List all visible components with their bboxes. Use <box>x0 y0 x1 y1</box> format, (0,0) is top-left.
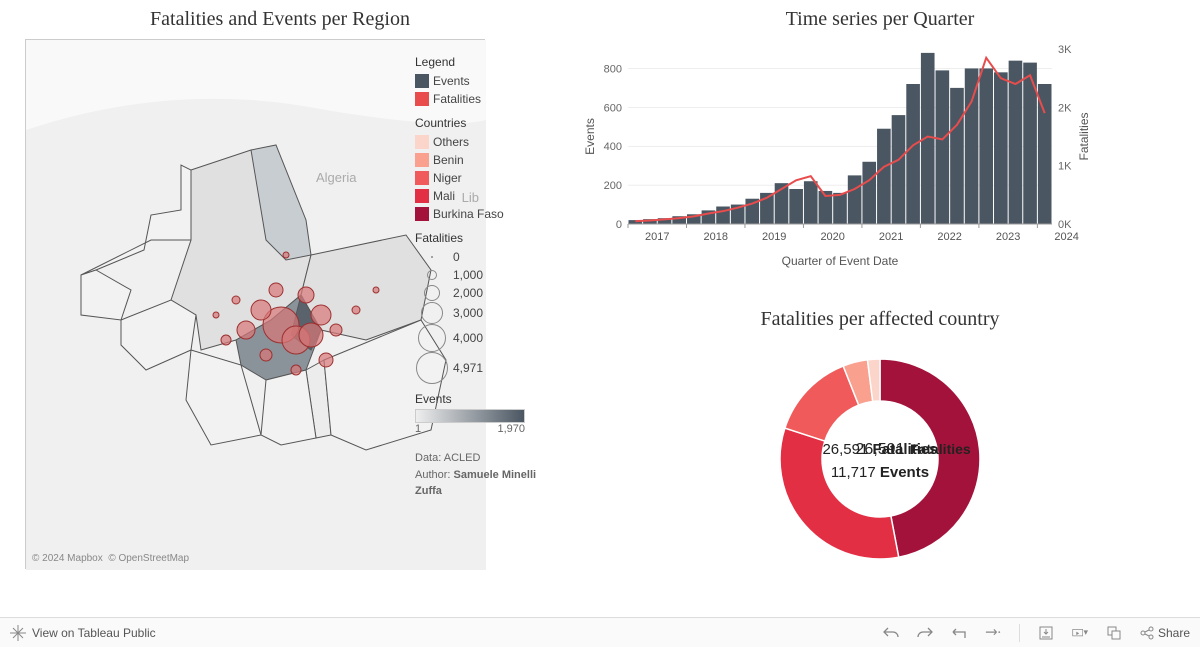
legend-size-item: 1,000 <box>415 266 545 284</box>
legend-size-item: 4,000 <box>415 324 545 352</box>
legend-item[interactable]: Events <box>415 72 545 90</box>
tableau-logo-icon[interactable] <box>10 625 26 641</box>
legend-size-item: 4,971 <box>415 352 545 384</box>
legend-size-item: 3,000 <box>415 302 545 324</box>
svg-text:11,717 Events: 11,717 Events <box>831 464 929 481</box>
legend-item[interactable]: Fatalities <box>415 90 545 108</box>
algeria-label: Algeria <box>316 170 356 185</box>
legend-country-item[interactable]: Mali <box>415 187 545 205</box>
countries-heading: Countries <box>415 116 545 130</box>
donut-chart[interactable]: 26,591Fatalities26,591 Fatalities11,717 … <box>580 339 1180 589</box>
events-grad-heading: Events <box>415 392 545 406</box>
revert-icon[interactable] <box>951 625 967 641</box>
fatalities-size-heading: Fatalities <box>415 231 545 245</box>
svg-text:2020: 2020 <box>820 231 844 243</box>
map-attribution: © 2024 Mapbox © OpenStreetMap <box>32 553 189 564</box>
svg-text:2022: 2022 <box>937 231 961 243</box>
legend-country-item[interactable]: Others <box>415 133 545 151</box>
credits: Data: ACLED Author: Samuele Minelli Zuff… <box>415 450 545 500</box>
redo-icon[interactable] <box>917 625 933 641</box>
share-button[interactable]: Share <box>1140 626 1190 640</box>
timeseries-chart[interactable]: 0 200 400 600 800 0K 1K 2K 3K 2017 2018 2019 2020 202… <box>580 39 1180 274</box>
svg-text:0K: 0K <box>1058 219 1072 231</box>
svg-text:800: 800 <box>604 63 622 75</box>
tableau-link[interactable]: View on Tableau Public <box>32 626 156 640</box>
svg-text:1K: 1K <box>1058 161 1072 173</box>
dashboard: Time series per Quarter 0 200 400 600 800 0K 1… <box>0 0 1200 610</box>
svg-text:Fatalities: Fatalities <box>1077 112 1091 160</box>
toolbar-right: ▾ Share <box>883 624 1190 642</box>
download-icon[interactable] <box>1038 625 1054 641</box>
svg-text:2024: 2024 <box>1054 231 1078 243</box>
svg-text:600: 600 <box>604 102 622 114</box>
map-title: Fatalities and Events per Region <box>20 8 540 31</box>
svg-text:2023: 2023 <box>996 231 1020 243</box>
present-icon[interactable]: ▾ <box>1072 625 1088 641</box>
svg-text:2018: 2018 <box>703 231 727 243</box>
svg-text:2019: 2019 <box>762 231 786 243</box>
donut-panel: Fatalities per affected country 26,591Fa… <box>560 300 1200 610</box>
toolbar: View on Tableau Public ▾ Share <box>0 617 1200 647</box>
map-panel: Fatalities and Events per Region Algeria… <box>0 0 560 610</box>
timeseries-panel: Time series per Quarter 0 200 400 600 800 0K 1… <box>560 0 1200 300</box>
legend-size-item: 0 <box>415 248 545 266</box>
fullscreen-icon[interactable] <box>1106 625 1122 641</box>
donut-title: Fatalities per affected country <box>580 308 1180 331</box>
timeseries-title: Time series per Quarter <box>580 8 1180 31</box>
legend-country-item[interactable]: Niger <box>415 169 545 187</box>
legend-country-item[interactable]: Benin <box>415 151 545 169</box>
legend-size-item: 2,000 <box>415 284 545 302</box>
legend: Legend EventsFatalities Countries Others… <box>415 55 545 500</box>
svg-text:Events: Events <box>583 118 597 155</box>
legend-heading: Legend <box>415 55 545 69</box>
svg-text:0: 0 <box>616 219 622 231</box>
undo-icon[interactable] <box>883 625 899 641</box>
svg-text:3K: 3K <box>1058 44 1072 56</box>
svg-text:26,591 Fatalities: 26,591 Fatalities <box>822 441 937 458</box>
legend-country-item[interactable]: Burkina Faso <box>415 205 545 223</box>
grad-max: 1,970 <box>497 423 525 435</box>
replay-icon[interactable] <box>985 625 1001 641</box>
svg-text:2017: 2017 <box>645 231 669 243</box>
svg-text:200: 200 <box>604 180 622 192</box>
svg-text:2021: 2021 <box>879 231 903 243</box>
svg-text:400: 400 <box>604 141 622 153</box>
toolbar-separator <box>1019 624 1020 642</box>
svg-text:Quarter of Event Date: Quarter of Event Date <box>782 254 899 268</box>
events-gradient <box>415 409 525 423</box>
grad-min: 1 <box>415 423 421 435</box>
svg-text:2K: 2K <box>1058 102 1072 114</box>
